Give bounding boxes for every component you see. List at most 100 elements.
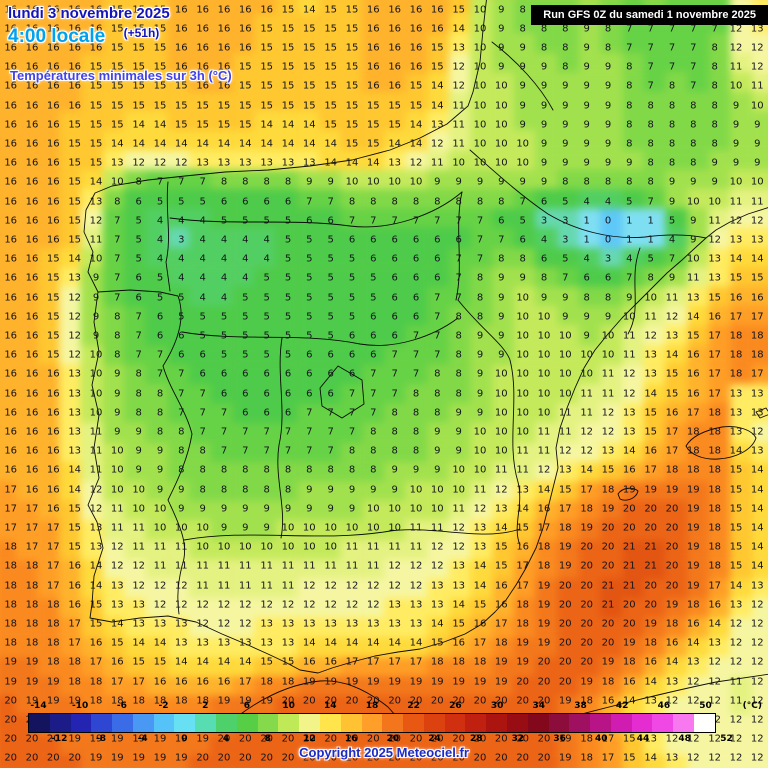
temp-value: 13 [644,349,658,361]
temp-value: 20 [388,752,402,764]
temp-value: 16 [68,560,82,572]
temp-value: 4 [178,272,185,284]
temp-value: 20 [622,503,636,515]
temp-value: 9 [476,349,484,361]
temp-value: 18 [580,695,594,707]
date-label: lundi 3 novembre 2025 [8,5,170,22]
temp-value: 14 [665,349,679,361]
temp-value: 6 [540,253,548,265]
temp-value: 12 [750,714,764,726]
temp-value: 12 [430,560,444,572]
temp-value: 9 [732,138,740,150]
temp-value: 14 [430,618,444,630]
scale-segment [132,714,154,732]
temp-value: 15 [644,407,658,419]
temp-value: 11 [622,330,636,342]
temp-value: 20 [537,695,551,707]
temp-value: 15 [153,80,167,92]
temp-value: 18 [665,464,679,476]
temp-value: 10 [494,407,508,419]
temp-value: 13 [750,580,764,592]
temp-value: 6 [199,349,206,361]
temp-value: 4 [220,253,228,265]
temp-value: 13 [452,42,466,54]
temp-value: 18 [260,676,274,688]
temp-value: 13 [729,599,743,611]
scale-segment [257,714,279,732]
temp-value: 14 [409,637,423,649]
temp-value: 8 [690,100,697,112]
temp-value: 14 [217,138,231,150]
temp-value: 14 [110,618,124,630]
temp-value: 20 [25,752,39,764]
temp-value: 21 [644,560,658,572]
temp-value: 4 [583,253,590,265]
temp-value: 12 [750,426,764,438]
temp-value: 10 [366,522,380,534]
temp-value: 16 [68,100,82,112]
temp-value: 18 [25,560,39,572]
temp-value: 10 [537,330,551,342]
temp-value: 12 [665,311,679,323]
temp-value: 8 [562,61,569,73]
temp-value: 12 [153,580,167,592]
temp-value: 1 [583,215,590,227]
temp-value: 7 [306,196,313,208]
temp-value: 13 [238,637,252,649]
temp-value: 11 [665,292,679,304]
temp-value: 9 [583,100,590,112]
temp-value: 10 [388,503,402,515]
temp-value: 7 [114,253,121,265]
temp-value: 8 [668,80,676,92]
temp-value: 16 [4,368,18,380]
temp-value: 5 [327,330,334,342]
temp-value: 14 [430,80,444,92]
temp-value: 9 [498,272,505,284]
temp-value: 20 [644,580,658,592]
temp-value: 9 [583,157,590,169]
temp-value: 8 [626,138,633,150]
temp-value: 7 [711,23,718,35]
temp-value: 10 [132,503,146,515]
temp-value: 13 [452,580,466,592]
temp-value: 15 [153,61,167,73]
temp-value: 11 [601,368,615,380]
temp-value: 16 [452,637,466,649]
temp-value: 11 [729,196,743,208]
temp-value: 10 [473,138,487,150]
scale-tick-label: 52 [720,734,733,744]
temp-value: 8 [284,176,292,188]
temp-value: 14 [89,176,103,188]
temp-value: 20 [622,522,636,534]
temp-value: 12 [729,656,743,668]
scale-segment [673,714,694,732]
temp-value: 8 [647,119,654,131]
temp-value: 16 [430,4,444,16]
temp-value: 9 [327,503,334,515]
temp-value: 20 [665,522,679,534]
temp-value: 12 [708,676,722,688]
temp-value: 8 [391,445,398,457]
scale-tick-label: -10 [72,701,89,711]
temp-value: 15 [750,272,764,284]
temp-value: 14 [68,464,82,476]
temp-value: 5 [242,215,249,227]
temp-value: 7 [668,23,676,35]
temp-value: 9 [135,426,142,438]
temp-value: 9 [690,234,697,246]
temp-value: 6 [583,272,590,284]
temp-value: 17 [729,311,743,323]
temp-value: 11 [366,560,380,572]
temp-value: 14 [217,656,231,668]
temp-value: 7 [284,426,292,438]
temp-value: 8 [178,445,185,457]
temp-value: 16 [25,100,39,112]
temp-value: 15 [302,100,316,112]
temp-value: 16 [4,61,18,73]
temp-value: 17 [750,368,764,380]
scale-bar [28,713,716,733]
temp-value: 11 [750,196,764,208]
temp-value: 18 [46,618,60,630]
temp-value: 9 [391,464,398,476]
temp-value: 7 [626,272,633,284]
